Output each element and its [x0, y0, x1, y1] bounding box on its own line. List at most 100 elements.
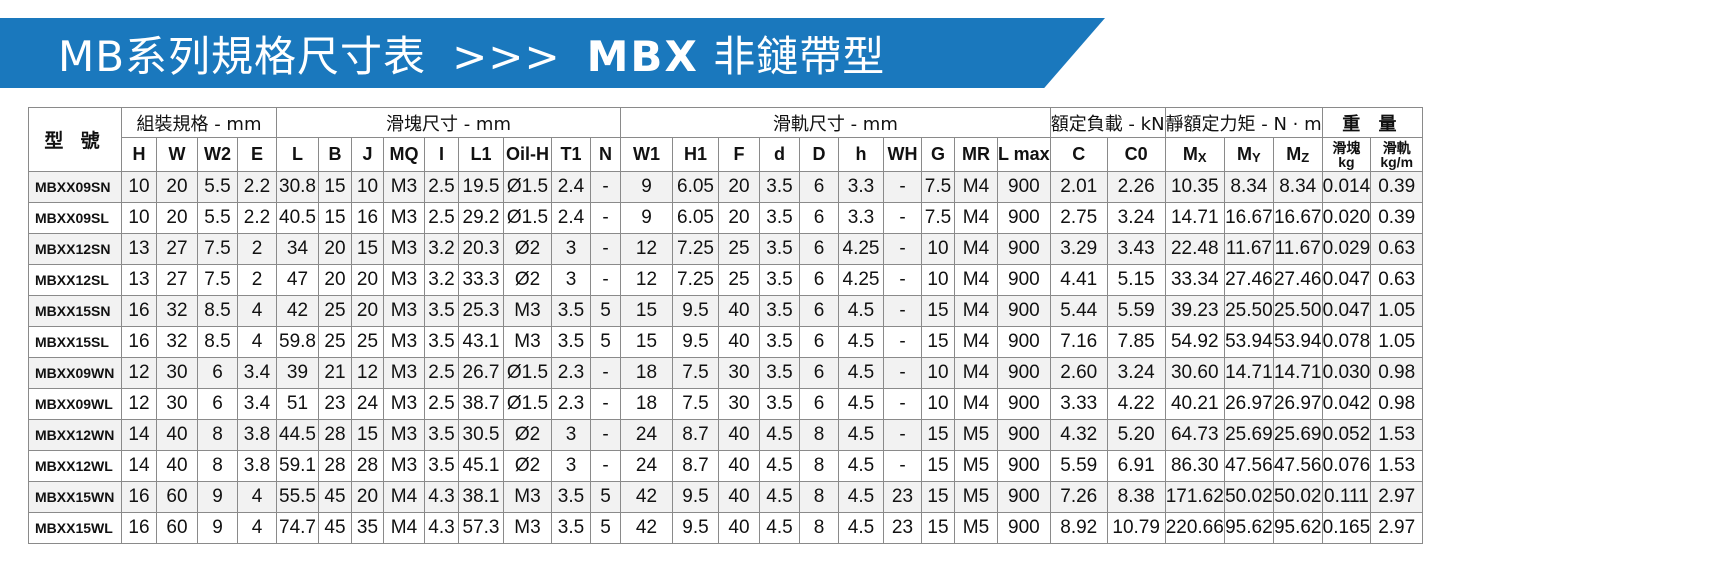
table-cell: 20: [718, 202, 760, 234]
table-cell: 15: [620, 295, 673, 327]
column-header-moment: MY: [1223, 137, 1274, 172]
table-cell: 34: [276, 233, 319, 265]
table-cell: 18: [620, 388, 673, 420]
table-cell: -: [883, 388, 922, 420]
table-cell: 0.39: [1370, 202, 1424, 234]
table-cell: 40: [718, 326, 760, 358]
table-cell: 8: [799, 450, 839, 482]
table-cell: -: [590, 388, 621, 420]
table-cell: 2.4: [551, 202, 591, 234]
table-cell: 25.50: [1272, 295, 1323, 327]
table-cell: 6: [799, 233, 839, 265]
table-cell: 25.69: [1223, 419, 1274, 451]
table-cell: 0.047: [1321, 264, 1372, 296]
table-cell: 20: [318, 233, 352, 265]
table-cell: 54.92: [1164, 326, 1225, 358]
table-cell: -: [883, 171, 922, 203]
column-header: W: [156, 137, 198, 172]
table-cell: 27: [156, 233, 198, 265]
table-cell: 7.5: [672, 357, 719, 389]
table-cell: 3.43: [1106, 233, 1166, 265]
table-cell: 0.042: [1321, 388, 1372, 420]
spec-table-container: 型 號組裝規格 - mm 滑塊尺寸 - mm 滑軌尺寸 - mm 額定負載 - kN 靜…: [28, 107, 1424, 544]
table-cell: 3.5: [424, 326, 459, 358]
table-cell: 7.85: [1106, 326, 1166, 358]
table-cell: 3.5: [424, 419, 459, 451]
table-cell: 50.02: [1272, 481, 1323, 513]
table-cell: 4.3: [424, 512, 459, 544]
table-cell: 38.7: [458, 388, 504, 420]
table-cell: 1.53: [1370, 450, 1424, 482]
table-cell: M4: [954, 295, 998, 327]
table-cell: -: [883, 450, 922, 482]
table-cell: 3.33: [1049, 388, 1108, 420]
table-cell: -: [883, 326, 922, 358]
column-header: C0: [1106, 137, 1166, 172]
column-header: d: [759, 137, 800, 172]
table-cell: 33.34: [1164, 264, 1225, 296]
table-cell: 8: [799, 512, 839, 544]
table-cell: 5.5: [197, 202, 238, 234]
table-cell: 0.076: [1321, 450, 1372, 482]
table-row: MBXX09WN 12 30 6 3.4 39 21 12 M3 2.5 26.7 Ø1.5 2.3-1…: [28, 357, 1424, 389]
table-cell: Ø1.5: [503, 202, 552, 234]
table-cell: 0.029: [1321, 233, 1372, 265]
table-cell: -: [590, 264, 621, 296]
table-cell: 11.67: [1223, 233, 1274, 265]
banner-subtitle: 非鏈帶型: [713, 31, 886, 81]
table-cell: 0.078: [1321, 326, 1372, 358]
table-cell: 6: [799, 388, 839, 420]
model-cell: MBXX15SL: [28, 326, 122, 358]
table-cell: 7.5: [921, 171, 955, 203]
table-cell: Ø2: [503, 233, 552, 265]
table-cell: 0.047: [1321, 295, 1372, 327]
table-cell: 8: [799, 419, 839, 451]
model-cell: MBXX09SN: [28, 171, 122, 203]
table-row: MBXX15WL 16 60 9 4 74.7 45 35 M4 4.3 57.3 M3 3.5 5 42 9…: [28, 512, 1424, 544]
column-header: N: [590, 137, 621, 172]
table-cell: 40: [156, 419, 198, 451]
table-cell: -: [883, 295, 922, 327]
moment-axis: X: [1197, 150, 1207, 165]
table-cell: -: [590, 233, 621, 265]
table-cell: -: [590, 357, 621, 389]
table-cell: 3.4: [237, 357, 277, 389]
table-cell: 8: [799, 481, 839, 513]
table-cell: 5: [590, 512, 621, 544]
table-cell: 39.23: [1164, 295, 1225, 327]
model-cell: MBXX09WN: [28, 357, 122, 389]
table-cell: 22.48: [1164, 233, 1225, 265]
table-cell: 0.165: [1321, 512, 1372, 544]
model-cell: MBXX15SN: [28, 295, 122, 327]
table-cell: 3.5: [759, 388, 800, 420]
table-cell: 40.21: [1164, 388, 1225, 420]
table-cell: 30: [718, 388, 760, 420]
table-cell: 3.2: [424, 233, 459, 265]
table-cell: 7.5: [197, 233, 238, 265]
table-cell: 2.2: [237, 171, 277, 203]
table-cell: 15: [351, 419, 384, 451]
column-header: H1: [672, 137, 719, 172]
table-cell: 25.50: [1223, 295, 1274, 327]
table-cell: 6: [799, 295, 839, 327]
moment-base: M: [1182, 144, 1198, 164]
table-cell: 13: [121, 264, 157, 296]
table-cell: 6.91: [1106, 450, 1166, 482]
table-cell: 16: [121, 295, 157, 327]
table-cell: 45.1: [458, 450, 504, 482]
table-cell: 28: [318, 450, 352, 482]
table-cell: 57.3: [458, 512, 504, 544]
table-cell: 0.98: [1370, 357, 1424, 389]
table-cell: 43.1: [458, 326, 504, 358]
table-cell: M4: [954, 388, 998, 420]
title-banner: MB系列規格尺寸表 >>> MBX 非鏈帶型: [0, 18, 1105, 88]
table-cell: 35: [351, 512, 384, 544]
table-cell: 74.7: [276, 512, 319, 544]
model-cell: MBXX12WL: [28, 450, 122, 482]
table-cell: 45: [318, 481, 352, 513]
table-cell: 2.01: [1049, 171, 1108, 203]
table-cell: 38.1: [458, 481, 504, 513]
table-cell: 3.5: [424, 450, 459, 482]
table-cell: 0.052: [1321, 419, 1372, 451]
table-cell: 15: [921, 450, 955, 482]
